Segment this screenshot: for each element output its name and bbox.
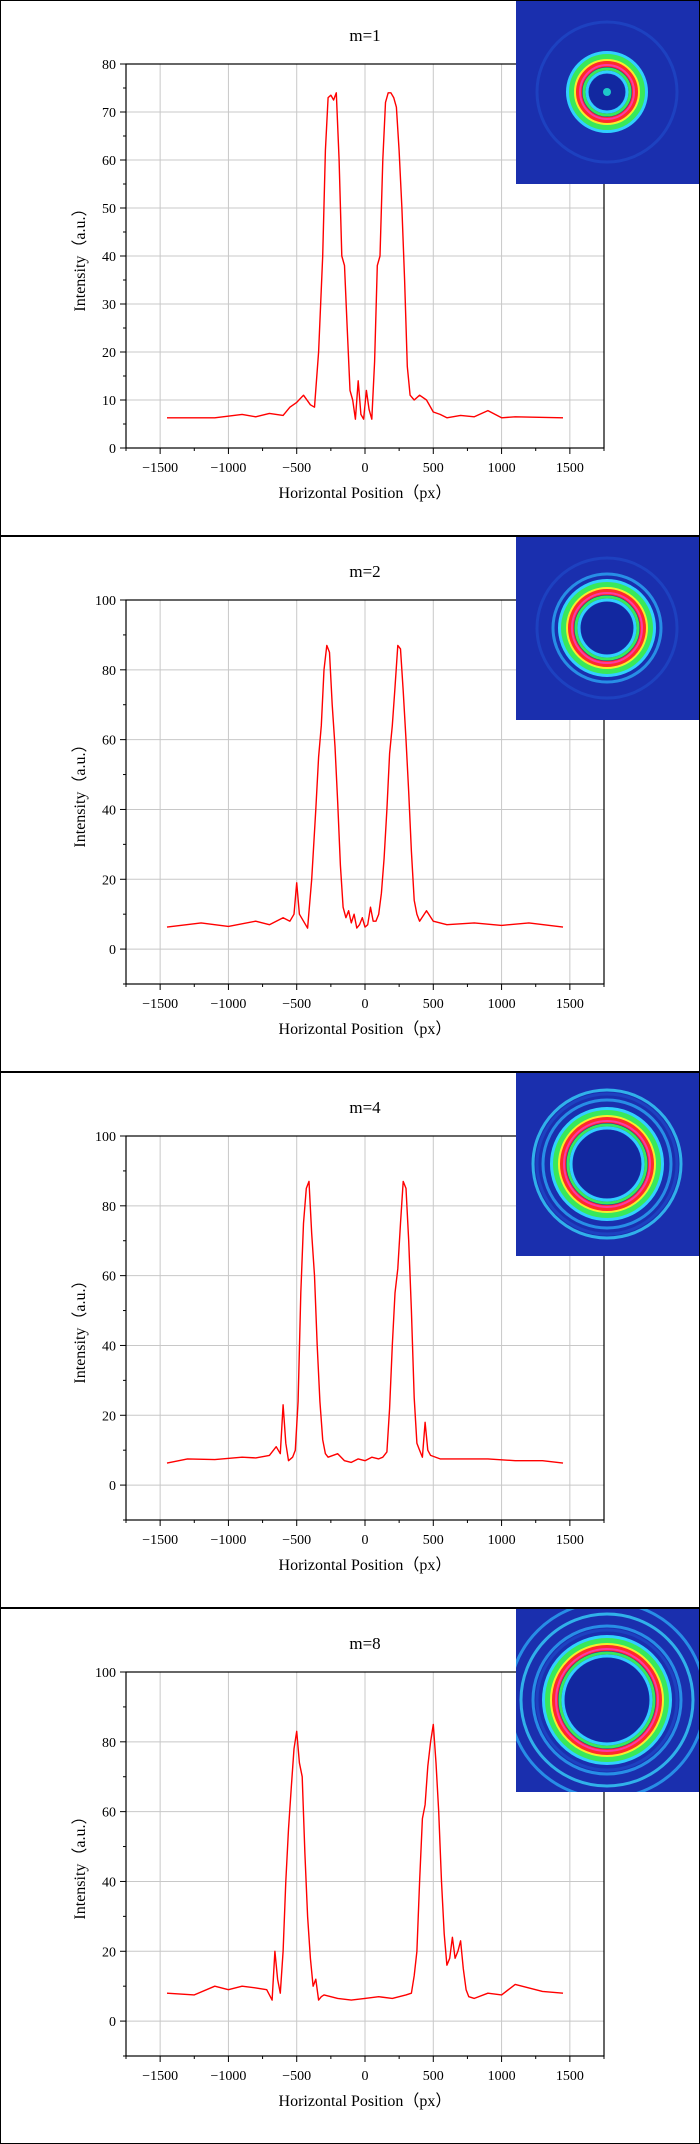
y-tick-label: 80 bbox=[102, 1736, 116, 1751]
x-tick-label: 0 bbox=[362, 1533, 369, 1548]
y-axis-label: Intensity（a.u.） bbox=[71, 736, 89, 847]
x-tick-label: 0 bbox=[362, 997, 369, 1012]
x-tick-label: −1500 bbox=[142, 1533, 178, 1548]
y-axis-label: Intensity（a.u.） bbox=[71, 1272, 89, 1383]
chart-panel: m=2 −1500 −1000 −500 0 500 1000 1500 0 20 40 60 80 10… bbox=[0, 536, 700, 1072]
x-tick-label: −500 bbox=[282, 1533, 311, 1548]
intensity-series-line bbox=[167, 92, 564, 420]
beam-inset-image bbox=[507, 1600, 700, 1800]
y-tick-label: 100 bbox=[95, 1130, 116, 1145]
x-axis-label: Horizontal Position（px） bbox=[279, 484, 452, 502]
x-tick-label: 1500 bbox=[556, 461, 584, 476]
chart-svg: m=1 −1500 −1000 −500 0 500 1000 1500 0 10 20 30 40 50… bbox=[71, 26, 605, 502]
x-tick-label: 500 bbox=[423, 2069, 444, 2084]
chart-panel: m=8 −1500 −1000 −500 0 500 1000 1500 0 20 40 60 80 10… bbox=[0, 1600, 700, 2144]
x-tick-label: −500 bbox=[282, 997, 311, 1012]
x-tick-label: −1000 bbox=[210, 2069, 246, 2084]
y-tick-label: 0 bbox=[109, 2015, 116, 2030]
y-tick-label: 80 bbox=[102, 58, 116, 73]
beam-profile-inset bbox=[516, 1, 699, 184]
x-tick-label: 1000 bbox=[488, 461, 516, 476]
chart-panel: m=1 −1500 −1000 −500 0 500 1000 1500 0 10 20 30 40 50… bbox=[0, 0, 700, 536]
x-tick-label: 1500 bbox=[556, 2069, 584, 2084]
y-tick-label: 10 bbox=[102, 394, 116, 409]
x-axis-label: Horizontal Position（px） bbox=[279, 2092, 452, 2110]
y-tick-label: 80 bbox=[102, 1200, 116, 1215]
y-tick-label: 40 bbox=[102, 803, 116, 818]
y-tick-label: 40 bbox=[102, 1339, 116, 1354]
chart-svg: m=8 −1500 −1000 −500 0 500 1000 1500 0 20 40 60 80 10… bbox=[71, 1634, 605, 2110]
beam-inset-image bbox=[516, 1073, 699, 1256]
beam-profile-inset bbox=[516, 1073, 699, 1256]
x-tick-label: 1500 bbox=[556, 997, 584, 1012]
y-tick-label: 100 bbox=[95, 1666, 116, 1681]
y-axis-label: Intensity（a.u.） bbox=[71, 1808, 89, 1919]
x-tick-label: −1000 bbox=[210, 997, 246, 1012]
x-tick-label: −1500 bbox=[142, 2069, 178, 2084]
chart-title: m=1 bbox=[349, 26, 380, 45]
y-tick-label: 20 bbox=[102, 873, 116, 888]
x-tick-label: −1000 bbox=[210, 1533, 246, 1548]
chart-title: m=2 bbox=[349, 562, 380, 581]
x-tick-label: 1000 bbox=[488, 2069, 516, 2084]
x-tick-label: −500 bbox=[282, 2069, 311, 2084]
x-tick-label: 1000 bbox=[488, 997, 516, 1012]
chart-title: m=4 bbox=[349, 1098, 381, 1117]
x-tick-label: −1500 bbox=[142, 997, 178, 1012]
y-tick-label: 20 bbox=[102, 1945, 116, 1960]
x-tick-label: −1000 bbox=[210, 461, 246, 476]
x-tick-label: 0 bbox=[362, 2069, 369, 2084]
x-axis-label: Horizontal Position（px） bbox=[279, 1556, 452, 1574]
intensity-series-line bbox=[166, 1180, 564, 1464]
y-tick-label: 50 bbox=[102, 202, 116, 217]
intensity-series-line bbox=[166, 644, 564, 929]
y-tick-label: 0 bbox=[109, 442, 116, 457]
beam-inset-image bbox=[516, 1, 699, 184]
chart-svg: m=4 −1500 −1000 −500 0 500 1000 1500 0 20 40 60 80 10… bbox=[71, 1098, 605, 1574]
x-tick-label: −500 bbox=[282, 461, 311, 476]
y-tick-label: 80 bbox=[102, 664, 116, 679]
y-tick-label: 30 bbox=[102, 298, 116, 313]
y-tick-label: 0 bbox=[109, 1479, 116, 1494]
x-tick-label: −1500 bbox=[142, 461, 178, 476]
beam-inset-image bbox=[516, 537, 699, 720]
x-tick-label: 0 bbox=[362, 461, 369, 476]
intensity-series-line bbox=[166, 1723, 564, 2001]
y-tick-label: 40 bbox=[102, 250, 116, 265]
x-tick-label: 500 bbox=[423, 461, 444, 476]
chart-panel: m=4 −1500 −1000 −500 0 500 1000 1500 0 20 40 60 80 10… bbox=[0, 1072, 700, 1608]
y-tick-label: 60 bbox=[102, 154, 116, 169]
x-tick-label: 1000 bbox=[488, 1533, 516, 1548]
y-tick-label: 20 bbox=[102, 1409, 116, 1424]
y-axis-label: Intensity（a.u.） bbox=[71, 200, 89, 311]
x-tick-label: 500 bbox=[423, 997, 444, 1012]
y-tick-label: 60 bbox=[102, 734, 116, 749]
x-tick-label: 1500 bbox=[556, 1533, 584, 1548]
beam-profile-inset bbox=[507, 1600, 700, 1800]
x-axis-label: Horizontal Position（px） bbox=[279, 1020, 452, 1038]
y-tick-label: 40 bbox=[102, 1875, 116, 1890]
chart-title: m=8 bbox=[349, 1634, 380, 1653]
x-tick-label: 500 bbox=[423, 1533, 444, 1548]
y-tick-label: 60 bbox=[102, 1806, 116, 1821]
beam-profile-inset bbox=[516, 537, 699, 720]
y-tick-label: 100 bbox=[95, 594, 116, 609]
y-tick-label: 60 bbox=[102, 1270, 116, 1285]
y-tick-label: 70 bbox=[102, 106, 116, 121]
y-tick-label: 0 bbox=[109, 943, 116, 958]
y-tick-label: 20 bbox=[102, 346, 116, 361]
